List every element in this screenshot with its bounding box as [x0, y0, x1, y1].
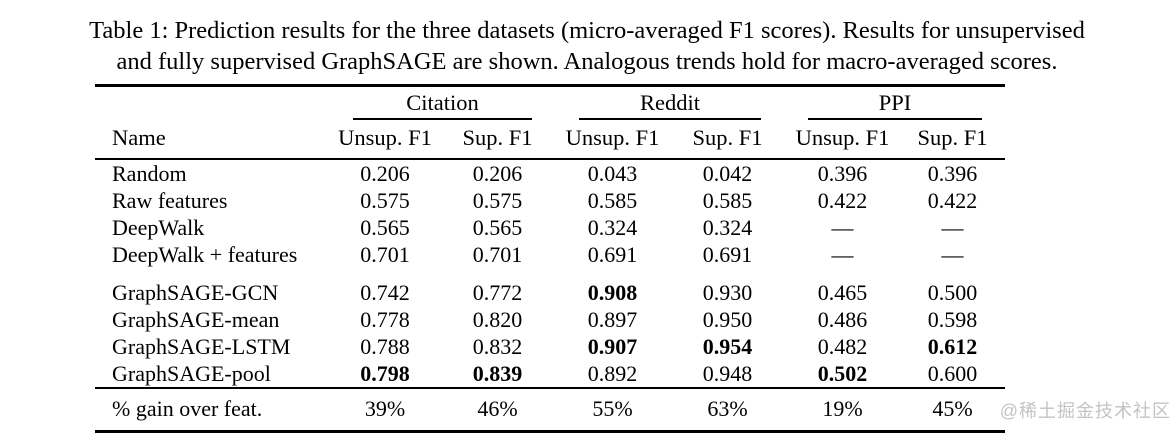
- cell: 0.396: [927, 161, 978, 186]
- row-name: DeepWalk: [112, 215, 205, 240]
- cell: 0.585: [587, 188, 638, 213]
- group-label-reddit: Reddit: [640, 90, 700, 115]
- cell: 45%: [900, 387, 1005, 433]
- cell: 0.585: [702, 188, 753, 213]
- cell: 0.600: [927, 361, 978, 386]
- cell: 0.206: [360, 161, 410, 186]
- cell: 0.950: [702, 307, 753, 332]
- group-header-spacer: [95, 84, 330, 121]
- row-name: GraphSAGE-LSTM: [112, 334, 291, 359]
- table-row-graphsage-pool: GraphSAGE-pool 0.798 0.839 0.892 0.948 0…: [95, 360, 1005, 388]
- cell: 0.839: [472, 361, 523, 386]
- col-header-ppi-sup-f1: Sup. F1: [900, 121, 1005, 160]
- cell: 0.482: [817, 334, 868, 359]
- table-row-random: Random 0.206 0.206 0.043 0.042 0.396 0.3…: [95, 159, 1005, 187]
- cell: 39%: [330, 387, 440, 433]
- row-name: GraphSAGE-mean: [112, 307, 280, 332]
- cell: 0.042: [702, 161, 753, 186]
- cell: 19%: [785, 387, 900, 433]
- col-header-reddit-sup-f1: Sup. F1: [670, 121, 785, 160]
- table-row-deepwalk: DeepWalk 0.565 0.565 0.324 0.324 — —: [95, 214, 1005, 241]
- cell: 0.772: [472, 280, 523, 305]
- cell: 0.500: [927, 280, 978, 305]
- table-row-raw-features: Raw features 0.575 0.575 0.585 0.585 0.4…: [95, 187, 1005, 214]
- cell: 0.396: [817, 161, 868, 186]
- table-row-graphsage-lstm: GraphSAGE-LSTM 0.788 0.832 0.907 0.954 0…: [95, 333, 1005, 360]
- cell: 55%: [555, 387, 670, 433]
- cmidrule-citation: [353, 118, 532, 120]
- cell: 0.422: [927, 188, 978, 213]
- cell: 0.422: [817, 188, 868, 213]
- table-row-graphsage-mean: GraphSAGE-mean 0.778 0.820 0.897 0.950 0…: [95, 306, 1005, 333]
- cell: 0.598: [927, 307, 978, 332]
- caption-line-2: and fully supervised GraphSAGE are shown…: [116, 48, 1058, 75]
- cell: 0.892: [587, 361, 638, 386]
- col-header-name: Name: [95, 121, 330, 160]
- cell: 0.701: [360, 242, 410, 267]
- col-header-ppi-unsup-f1: Unsup. F1: [785, 121, 900, 160]
- cell: 0.788: [360, 334, 410, 359]
- cell: 0.565: [360, 215, 410, 240]
- cell: 0.612: [927, 334, 978, 359]
- cell: 0.897: [587, 307, 638, 332]
- cell: 0.324: [587, 215, 638, 240]
- cell: 0.701: [472, 242, 523, 267]
- cell: 0.502: [817, 361, 868, 386]
- row-name: Random: [112, 161, 187, 186]
- cell: —: [941, 215, 964, 240]
- cell: 0.907: [587, 334, 638, 359]
- col-header-citation-sup-f1: Sup. F1: [440, 121, 555, 160]
- cell: 0.930: [702, 280, 753, 305]
- cell: 0.742: [360, 280, 410, 305]
- cell: 63%: [670, 387, 785, 433]
- results-table-wrap: Citation Reddit PPI Name Unsup. F1: [95, 84, 1005, 433]
- group-header-reddit: Reddit: [555, 84, 785, 121]
- cell: 0.575: [472, 188, 523, 213]
- cell: 0.324: [702, 215, 753, 240]
- row-name: GraphSAGE-pool: [112, 361, 271, 386]
- cell: —: [941, 242, 964, 267]
- cell: 0.575: [360, 188, 410, 213]
- row-name: DeepWalk + features: [112, 242, 298, 267]
- results-table: Citation Reddit PPI Name Unsup. F1: [95, 84, 1005, 433]
- cell: 46%: [440, 387, 555, 433]
- cmidrule-ppi: [807, 118, 983, 120]
- group-header-row: Citation Reddit PPI: [95, 84, 1005, 121]
- table-row-graphsage-gcn: GraphSAGE-GCN 0.742 0.772 0.908 0.930 0.…: [95, 268, 1005, 306]
- footer-row-gain: % gain over feat. 39% 46% 55% 63% 19% 45…: [95, 387, 1005, 433]
- cell: —: [831, 215, 854, 240]
- group-header-ppi: PPI: [785, 84, 1005, 121]
- cell: 0.954: [702, 334, 753, 359]
- cell: 0.206: [472, 161, 523, 186]
- cell: 0.043: [587, 161, 638, 186]
- cell: 0.691: [702, 242, 753, 267]
- row-name: GraphSAGE-GCN: [112, 280, 279, 305]
- cell: 0.798: [360, 361, 410, 386]
- cell: 0.908: [587, 280, 638, 305]
- watermark: @稀土掘金技术社区: [999, 401, 1171, 421]
- cell: 0.486: [817, 307, 868, 332]
- column-header-row: Name Unsup. F1 Sup. F1 Unsup. F1 Sup. F1…: [95, 121, 1005, 160]
- group-header-citation: Citation: [330, 84, 555, 121]
- row-name: Raw features: [112, 188, 228, 213]
- caption-line-1: Table 1: Prediction results for the thre…: [89, 17, 1085, 44]
- cell: 0.832: [472, 334, 523, 359]
- cell: —: [831, 242, 854, 267]
- table-caption: Table 1: Prediction results for the thre…: [0, 0, 1174, 77]
- cell: 0.565: [472, 215, 523, 240]
- group-label-ppi: PPI: [878, 90, 912, 115]
- cell: 0.691: [587, 242, 638, 267]
- cell: 0.820: [472, 307, 523, 332]
- cell: 0.948: [702, 361, 753, 386]
- table-row-deepwalk-features: DeepWalk + features 0.701 0.701 0.691 0.…: [95, 241, 1005, 268]
- cell: 0.465: [817, 280, 868, 305]
- col-header-citation-unsup-f1: Unsup. F1: [330, 121, 440, 160]
- col-header-reddit-unsup-f1: Unsup. F1: [555, 121, 670, 160]
- group-label-citation: Citation: [406, 90, 479, 115]
- cell: 0.778: [360, 307, 410, 332]
- cmidrule-reddit: [578, 118, 762, 120]
- footer-label: % gain over feat.: [95, 387, 330, 433]
